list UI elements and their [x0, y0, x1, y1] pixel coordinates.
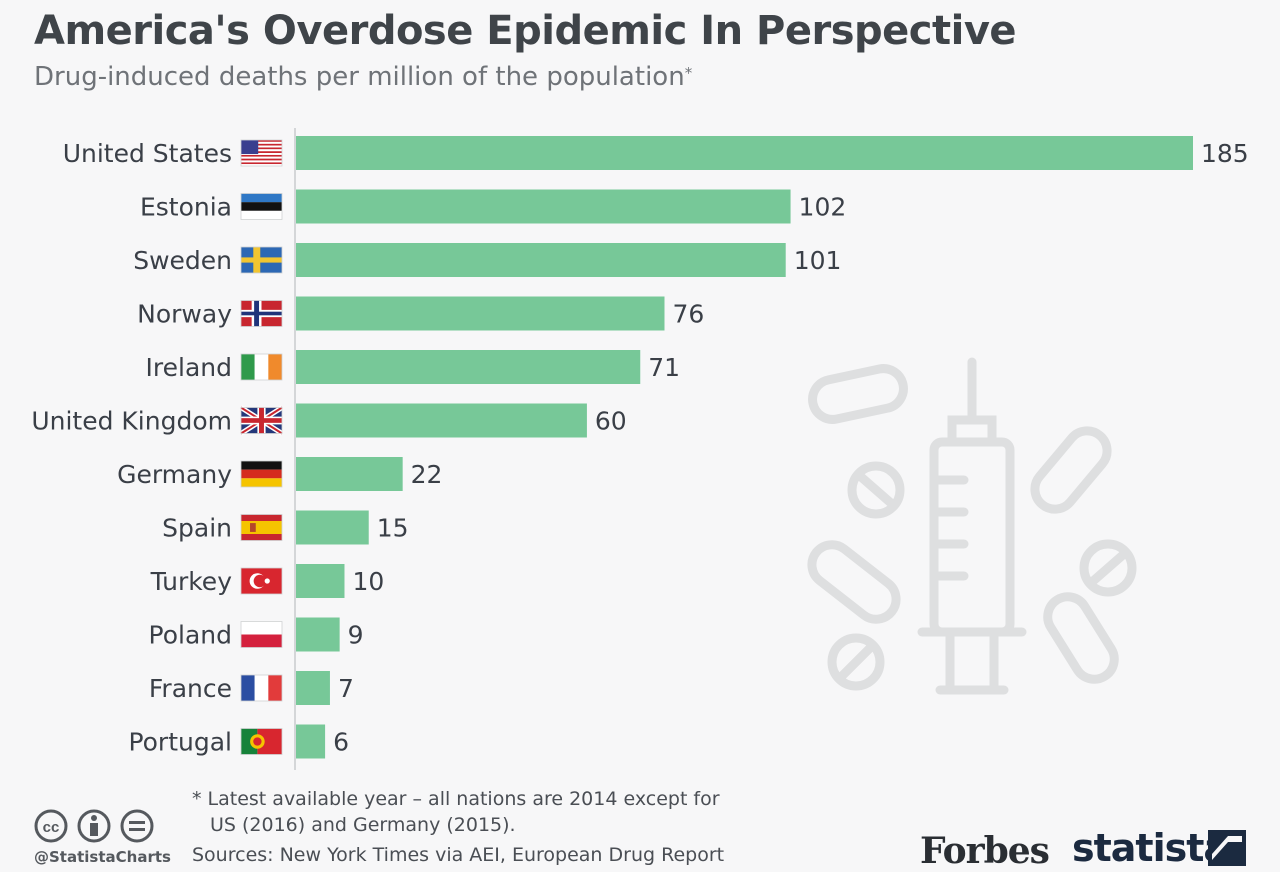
- value-label: 101: [794, 246, 842, 275]
- value-label: 7: [338, 674, 354, 703]
- forbes-logo: Forbes: [920, 830, 1050, 872]
- value-label: 60: [595, 407, 627, 436]
- value-label: 76: [672, 300, 704, 329]
- bar-row: Spain 15: [162, 510, 409, 545]
- flag-gb-icon: [239, 405, 284, 436]
- statista-handle: @StatistaCharts: [34, 848, 171, 866]
- bar-row: Sweden 101: [133, 243, 841, 277]
- value-label: 185: [1201, 139, 1249, 168]
- flag-no-icon: [240, 300, 283, 327]
- category-label: Portugal: [128, 728, 232, 757]
- bar-row: Germany 22: [117, 457, 442, 491]
- flag-tr-icon: [240, 567, 283, 595]
- value-label: 9: [348, 621, 364, 650]
- bar: [296, 189, 791, 224]
- category-label: Estonia: [140, 193, 232, 222]
- category-label: Norway: [137, 300, 232, 329]
- flag-ie-icon: [240, 353, 283, 381]
- attribution-icon: [77, 809, 111, 843]
- bar-row: Estonia 102: [140, 189, 847, 224]
- category-label: Spain: [162, 514, 232, 543]
- bar: [296, 457, 403, 491]
- category-label: Poland: [149, 621, 232, 650]
- flag-se-icon: [240, 246, 283, 274]
- bar: [296, 564, 345, 598]
- svg-text:cc: cc: [43, 819, 60, 836]
- value-label: 10: [352, 567, 384, 596]
- chart-title: America's Overdose Epidemic In Perspecti…: [34, 8, 1017, 54]
- flag-ee-icon: [240, 193, 283, 220]
- flag-pl-icon: [240, 621, 283, 648]
- footnote-line-2: US (2016) and Germany (2015).: [210, 814, 516, 836]
- statista-logo-icon: [1208, 830, 1246, 866]
- bar-row: Norway 76: [137, 296, 704, 331]
- bar: [296, 724, 326, 759]
- no-derivatives-icon: [120, 809, 154, 843]
- bar: [296, 617, 340, 652]
- bar: [296, 510, 369, 545]
- value-label: 102: [799, 193, 847, 222]
- value-label: 71: [648, 353, 680, 382]
- flag-es-icon: [240, 514, 283, 541]
- category-label: France: [149, 674, 232, 703]
- bar-row: United Kingdom 60: [31, 403, 627, 438]
- flag-us-icon: [240, 139, 283, 167]
- statista-logo-text: statista: [1072, 826, 1229, 870]
- bar-row: Portugal 6: [128, 724, 349, 759]
- category-label: Turkey: [150, 567, 233, 596]
- cc-icon: [34, 809, 68, 843]
- bar-row: Poland 9: [149, 617, 364, 652]
- bar: [296, 403, 587, 438]
- category-label: Germany: [117, 460, 232, 489]
- value-label: 6: [333, 728, 349, 757]
- bar: [296, 350, 641, 384]
- subtitle-text: Drug-induced deaths per million of the p…: [34, 62, 685, 92]
- subtitle-footnote-mark: *: [684, 64, 693, 82]
- bar: [296, 671, 330, 705]
- category-label: United States: [63, 139, 232, 168]
- category-label: Sweden: [133, 246, 232, 275]
- value-label: 15: [377, 514, 409, 543]
- bar-row: Turkey 10: [150, 564, 384, 598]
- drug-watermark-icon: [807, 357, 1137, 695]
- bar-row: United States 185: [63, 136, 1249, 170]
- category-label: Ireland: [146, 353, 232, 382]
- bar-row: France 7: [149, 671, 354, 705]
- bar-row: Ireland 71: [146, 350, 680, 384]
- bar: [296, 296, 665, 331]
- bar: [296, 243, 786, 277]
- category-label: United Kingdom: [31, 407, 232, 436]
- chart-subtitle: Drug-induced deaths per million of the p…: [34, 62, 692, 92]
- flag-fr-icon: [240, 674, 283, 702]
- value-label: 22: [411, 460, 443, 489]
- sources-text: Sources: New York Times via AEI, Europea…: [192, 844, 725, 866]
- flag-de-icon: [240, 460, 283, 488]
- bar: [296, 136, 1193, 170]
- flag-pt-icon: [240, 728, 283, 755]
- creative-commons-icons: cc: [34, 809, 154, 843]
- footnote: * Latest available year – all nations ar…: [192, 786, 720, 838]
- footnote-line-1: * Latest available year – all nations ar…: [192, 788, 720, 810]
